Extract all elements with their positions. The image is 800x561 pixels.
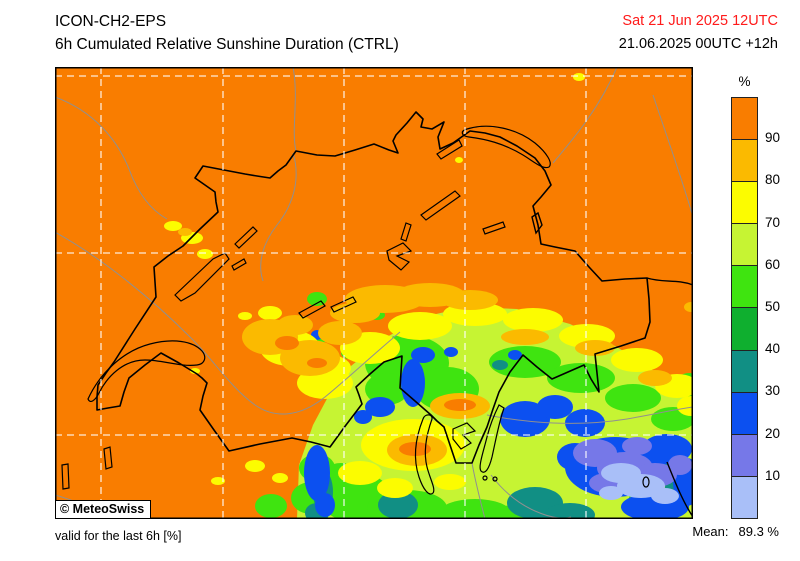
- colorbar-segment: [732, 223, 757, 266]
- latlon-grid: [55, 67, 693, 519]
- lake-brienz: [330, 296, 357, 313]
- run-datetime: 21.06.2025 00UTC +12h: [618, 36, 778, 52]
- lake-zurich: [420, 190, 461, 221]
- swiss-border: [96, 111, 651, 464]
- colorbar-tick: 50: [765, 299, 781, 314]
- colorbar-unit-label: %: [738, 74, 751, 89]
- sunshine-map: © MeteoSwiss: [55, 67, 693, 519]
- colorbar-tick: 70: [765, 215, 781, 230]
- lake-murten: [231, 258, 247, 271]
- colorbar-tick: 80: [765, 172, 781, 187]
- lake-biel: [234, 226, 258, 249]
- colorbar-tick: 20: [765, 426, 781, 441]
- lake-annecy: [103, 446, 113, 470]
- colorbar-tick: 60: [765, 257, 781, 272]
- extra-borders: [531, 211, 693, 518]
- lake-untersee: [436, 139, 463, 160]
- colorbar-tick: 90: [765, 130, 781, 145]
- mean-line: Mean: 89.3 %: [692, 524, 779, 539]
- colorbar-segment: [732, 349, 757, 392]
- lake-lucerne: [386, 242, 413, 271]
- colorbar: [731, 97, 758, 519]
- lake-zug: [400, 222, 412, 242]
- colorbar-tick: 30: [765, 383, 781, 398]
- copyright-badge: © MeteoSwiss: [55, 500, 152, 519]
- lake-como: [479, 404, 505, 473]
- lake-neuchatel: [174, 252, 230, 302]
- lakes: [61, 125, 650, 495]
- title-block: ICON-CH2-EPS 6h Cumulated Relative Sunsh…: [55, 10, 399, 56]
- colorbar-segment: [732, 181, 757, 224]
- sunshine-field: [164, 73, 693, 519]
- valid-datetime: Sat 21 Jun 2025 12UTC: [622, 13, 778, 29]
- colorbar-segment: [732, 98, 757, 140]
- map-canvas: [55, 67, 693, 519]
- lake-iseo: [642, 476, 650, 488]
- date-block: Sat 21 Jun 2025 12UTC 21.06.2025 00UTC +…: [619, 10, 778, 56]
- validity-note: valid for the last 6h [%]: [55, 529, 182, 543]
- colorbar-segment: [732, 475, 757, 518]
- colorbar-segment: [732, 391, 757, 434]
- mean-value: 89.3 %: [738, 524, 779, 539]
- lake-thun: [298, 300, 326, 319]
- product-title: 6h Cumulated Relative Sunshine Duration …: [55, 36, 399, 53]
- colorbar-tick: 10: [765, 468, 781, 483]
- lake-constance: [461, 125, 551, 169]
- lake-bourget: [61, 463, 70, 490]
- colorbar-segment: [732, 265, 757, 308]
- lake-maggiore: [414, 414, 435, 495]
- colorbar-segment: [732, 307, 757, 350]
- map-frame: [55, 67, 693, 519]
- colorbar-segment: [732, 139, 757, 182]
- colorbar-segment: [732, 433, 757, 476]
- mean-label: Mean:: [692, 524, 729, 539]
- colorbar-tick: 40: [765, 341, 781, 356]
- lake-geneva: [87, 340, 206, 403]
- model-name: ICON-CH2-EPS: [55, 13, 167, 30]
- lake-lugano: [452, 422, 477, 450]
- lake-walen: [482, 221, 506, 235]
